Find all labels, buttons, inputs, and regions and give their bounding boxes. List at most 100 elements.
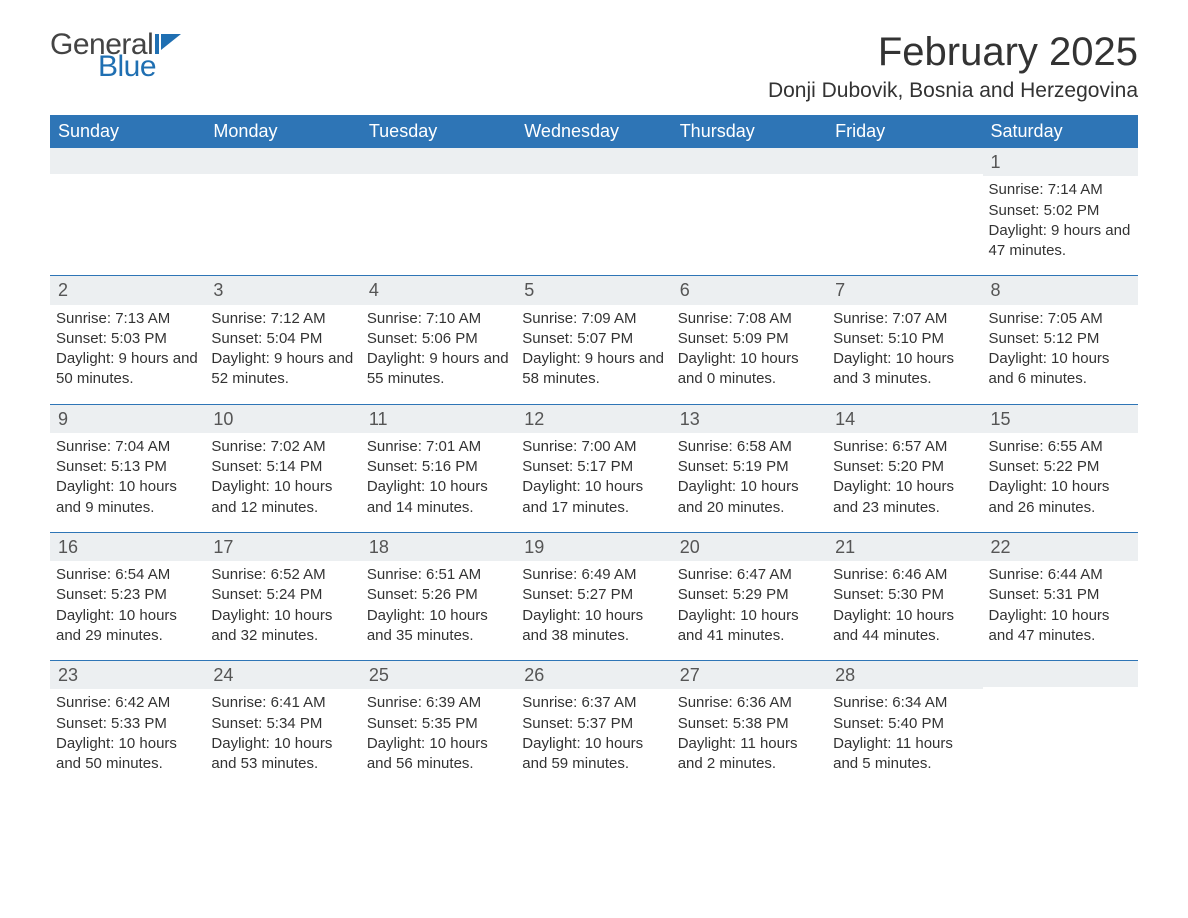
daylight-text: Daylight: 10 hours and 50 minutes. (56, 734, 199, 775)
day-number: 15 (983, 405, 1138, 433)
day-number: 5 (516, 276, 671, 304)
calendar: SundayMondayTuesdayWednesdayThursdayFrid… (50, 115, 1138, 788)
day-cell: 21Sunrise: 6:46 AMSunset: 5:30 PMDayligh… (827, 533, 982, 660)
day-cell: 10Sunrise: 7:02 AMSunset: 5:14 PMDayligh… (205, 405, 360, 532)
day-number (516, 148, 671, 174)
day-number (983, 661, 1138, 687)
day-number: 14 (827, 405, 982, 433)
sunrise-text: Sunrise: 6:34 AM (833, 693, 976, 713)
day-cell: 1Sunrise: 7:14 AMSunset: 5:02 PMDaylight… (983, 148, 1138, 275)
sunset-text: Sunset: 5:35 PM (367, 714, 510, 734)
day-cell (50, 148, 205, 275)
sunrise-text: Sunrise: 7:00 AM (522, 437, 665, 457)
logo: General Blue (50, 30, 181, 82)
weekday-header: Saturday (983, 115, 1138, 148)
day-number: 16 (50, 533, 205, 561)
sunset-text: Sunset: 5:22 PM (989, 457, 1132, 477)
sunset-text: Sunset: 5:31 PM (989, 585, 1132, 605)
daylight-text: Daylight: 11 hours and 5 minutes. (833, 734, 976, 775)
sunset-text: Sunset: 5:38 PM (678, 714, 821, 734)
week-row: 1Sunrise: 7:14 AMSunset: 5:02 PMDaylight… (50, 148, 1138, 275)
day-number: 8 (983, 276, 1138, 304)
sunset-text: Sunset: 5:40 PM (833, 714, 976, 734)
daylight-text: Daylight: 10 hours and 23 minutes. (833, 477, 976, 518)
sunset-text: Sunset: 5:02 PM (989, 201, 1132, 221)
sunrise-text: Sunrise: 6:54 AM (56, 565, 199, 585)
day-cell: 28 Sunrise: 6:34 AMSunset: 5:40 PMDayligh… (827, 661, 982, 788)
weekday-header: Monday (205, 115, 360, 148)
day-cell: 26Sunrise: 6:37 AMSunset: 5:37 PMDayligh… (516, 661, 671, 788)
day-number: 28 (827, 661, 982, 689)
day-number (361, 148, 516, 174)
day-cell: 20Sunrise: 6:47 AMSunset: 5:29 PMDayligh… (672, 533, 827, 660)
sunset-text: Sunset: 5:34 PM (211, 714, 354, 734)
day-cell: 22Sunrise: 6:44 AMSunset: 5:31 PMDayligh… (983, 533, 1138, 660)
day-cell: 18Sunrise: 6:51 AMSunset: 5:26 PMDayligh… (361, 533, 516, 660)
day-cell: 17Sunrise: 6:52 AMSunset: 5:24 PMDayligh… (205, 533, 360, 660)
day-number (50, 148, 205, 174)
sunrise-text: Sunrise: 6:41 AM (211, 693, 354, 713)
daylight-text: Daylight: 10 hours and 47 minutes. (989, 606, 1132, 647)
daylight-text: Daylight: 10 hours and 12 minutes. (211, 477, 354, 518)
sunset-text: Sunset: 5:19 PM (678, 457, 821, 477)
sunset-text: Sunset: 5:26 PM (367, 585, 510, 605)
day-number: 25 (361, 661, 516, 689)
daylight-text: Daylight: 10 hours and 3 minutes. (833, 349, 976, 390)
weekday-header: Friday (827, 115, 982, 148)
day-cell: 16Sunrise: 6:54 AMSunset: 5:23 PMDayligh… (50, 533, 205, 660)
sunset-text: Sunset: 5:24 PM (211, 585, 354, 605)
day-cell: 5Sunrise: 7:09 AMSunset: 5:07 PMDaylight… (516, 276, 671, 403)
daylight-text: Daylight: 10 hours and 14 minutes. (367, 477, 510, 518)
daylight-text: Daylight: 9 hours and 55 minutes. (367, 349, 510, 390)
daylight-text: Daylight: 9 hours and 52 minutes. (211, 349, 354, 390)
sunset-text: Sunset: 5:12 PM (989, 329, 1132, 349)
sunset-text: Sunset: 5:14 PM (211, 457, 354, 477)
logo-text-blue: Blue (98, 52, 181, 82)
sunrise-text: Sunrise: 6:57 AM (833, 437, 976, 457)
daylight-text: Daylight: 10 hours and 26 minutes. (989, 477, 1132, 518)
sunrise-text: Sunrise: 6:55 AM (989, 437, 1132, 457)
sunrise-text: Sunrise: 7:13 AM (56, 309, 199, 329)
day-number: 21 (827, 533, 982, 561)
header: General Blue February 2025 Donji Dubovik… (50, 30, 1138, 103)
day-number: 24 (205, 661, 360, 689)
day-cell: 7Sunrise: 7:07 AMSunset: 5:10 PMDaylight… (827, 276, 982, 403)
sunset-text: Sunset: 5:20 PM (833, 457, 976, 477)
weeks-container: 1Sunrise: 7:14 AMSunset: 5:02 PMDaylight… (50, 148, 1138, 788)
sunset-text: Sunset: 5:09 PM (678, 329, 821, 349)
day-cell: 27Sunrise: 6:36 AMSunset: 5:38 PMDayligh… (672, 661, 827, 788)
day-number: 18 (361, 533, 516, 561)
sunset-text: Sunset: 5:23 PM (56, 585, 199, 605)
sunrise-text: Sunrise: 7:05 AM (989, 309, 1132, 329)
sunrise-text: Sunrise: 6:37 AM (522, 693, 665, 713)
sunrise-text: Sunrise: 7:01 AM (367, 437, 510, 457)
sunrise-text: Sunrise: 7:12 AM (211, 309, 354, 329)
day-number: 27 (672, 661, 827, 689)
weekday-header: Sunday (50, 115, 205, 148)
day-cell (983, 661, 1138, 788)
sunrise-text: Sunrise: 6:44 AM (989, 565, 1132, 585)
daylight-text: Daylight: 10 hours and 35 minutes. (367, 606, 510, 647)
day-cell (516, 148, 671, 275)
daylight-text: Daylight: 10 hours and 59 minutes. (522, 734, 665, 775)
sunset-text: Sunset: 5:03 PM (56, 329, 199, 349)
day-cell: 8Sunrise: 7:05 AMSunset: 5:12 PMDaylight… (983, 276, 1138, 403)
day-number (672, 148, 827, 174)
daylight-text: Daylight: 10 hours and 9 minutes. (56, 477, 199, 518)
day-number: 4 (361, 276, 516, 304)
sunset-text: Sunset: 5:17 PM (522, 457, 665, 477)
day-cell (672, 148, 827, 275)
sunset-text: Sunset: 5:30 PM (833, 585, 976, 605)
sunset-text: Sunset: 5:37 PM (522, 714, 665, 734)
daylight-text: Daylight: 9 hours and 50 minutes. (56, 349, 199, 390)
day-number: 7 (827, 276, 982, 304)
daylight-text: Daylight: 10 hours and 0 minutes. (678, 349, 821, 390)
location-label: Donji Dubovik, Bosnia and Herzegovina (768, 79, 1138, 103)
day-cell: 25Sunrise: 6:39 AMSunset: 5:35 PMDayligh… (361, 661, 516, 788)
day-number: 11 (361, 405, 516, 433)
week-row: 16 Sunrise: 6:54 AMSunset: 5:23 PM Dayligh… (50, 532, 1138, 660)
sunset-text: Sunset: 5:13 PM (56, 457, 199, 477)
daylight-text: Daylight: 10 hours and 56 minutes. (367, 734, 510, 775)
sunrise-text: Sunrise: 6:58 AM (678, 437, 821, 457)
sunrise-text: Sunrise: 7:07 AM (833, 309, 976, 329)
